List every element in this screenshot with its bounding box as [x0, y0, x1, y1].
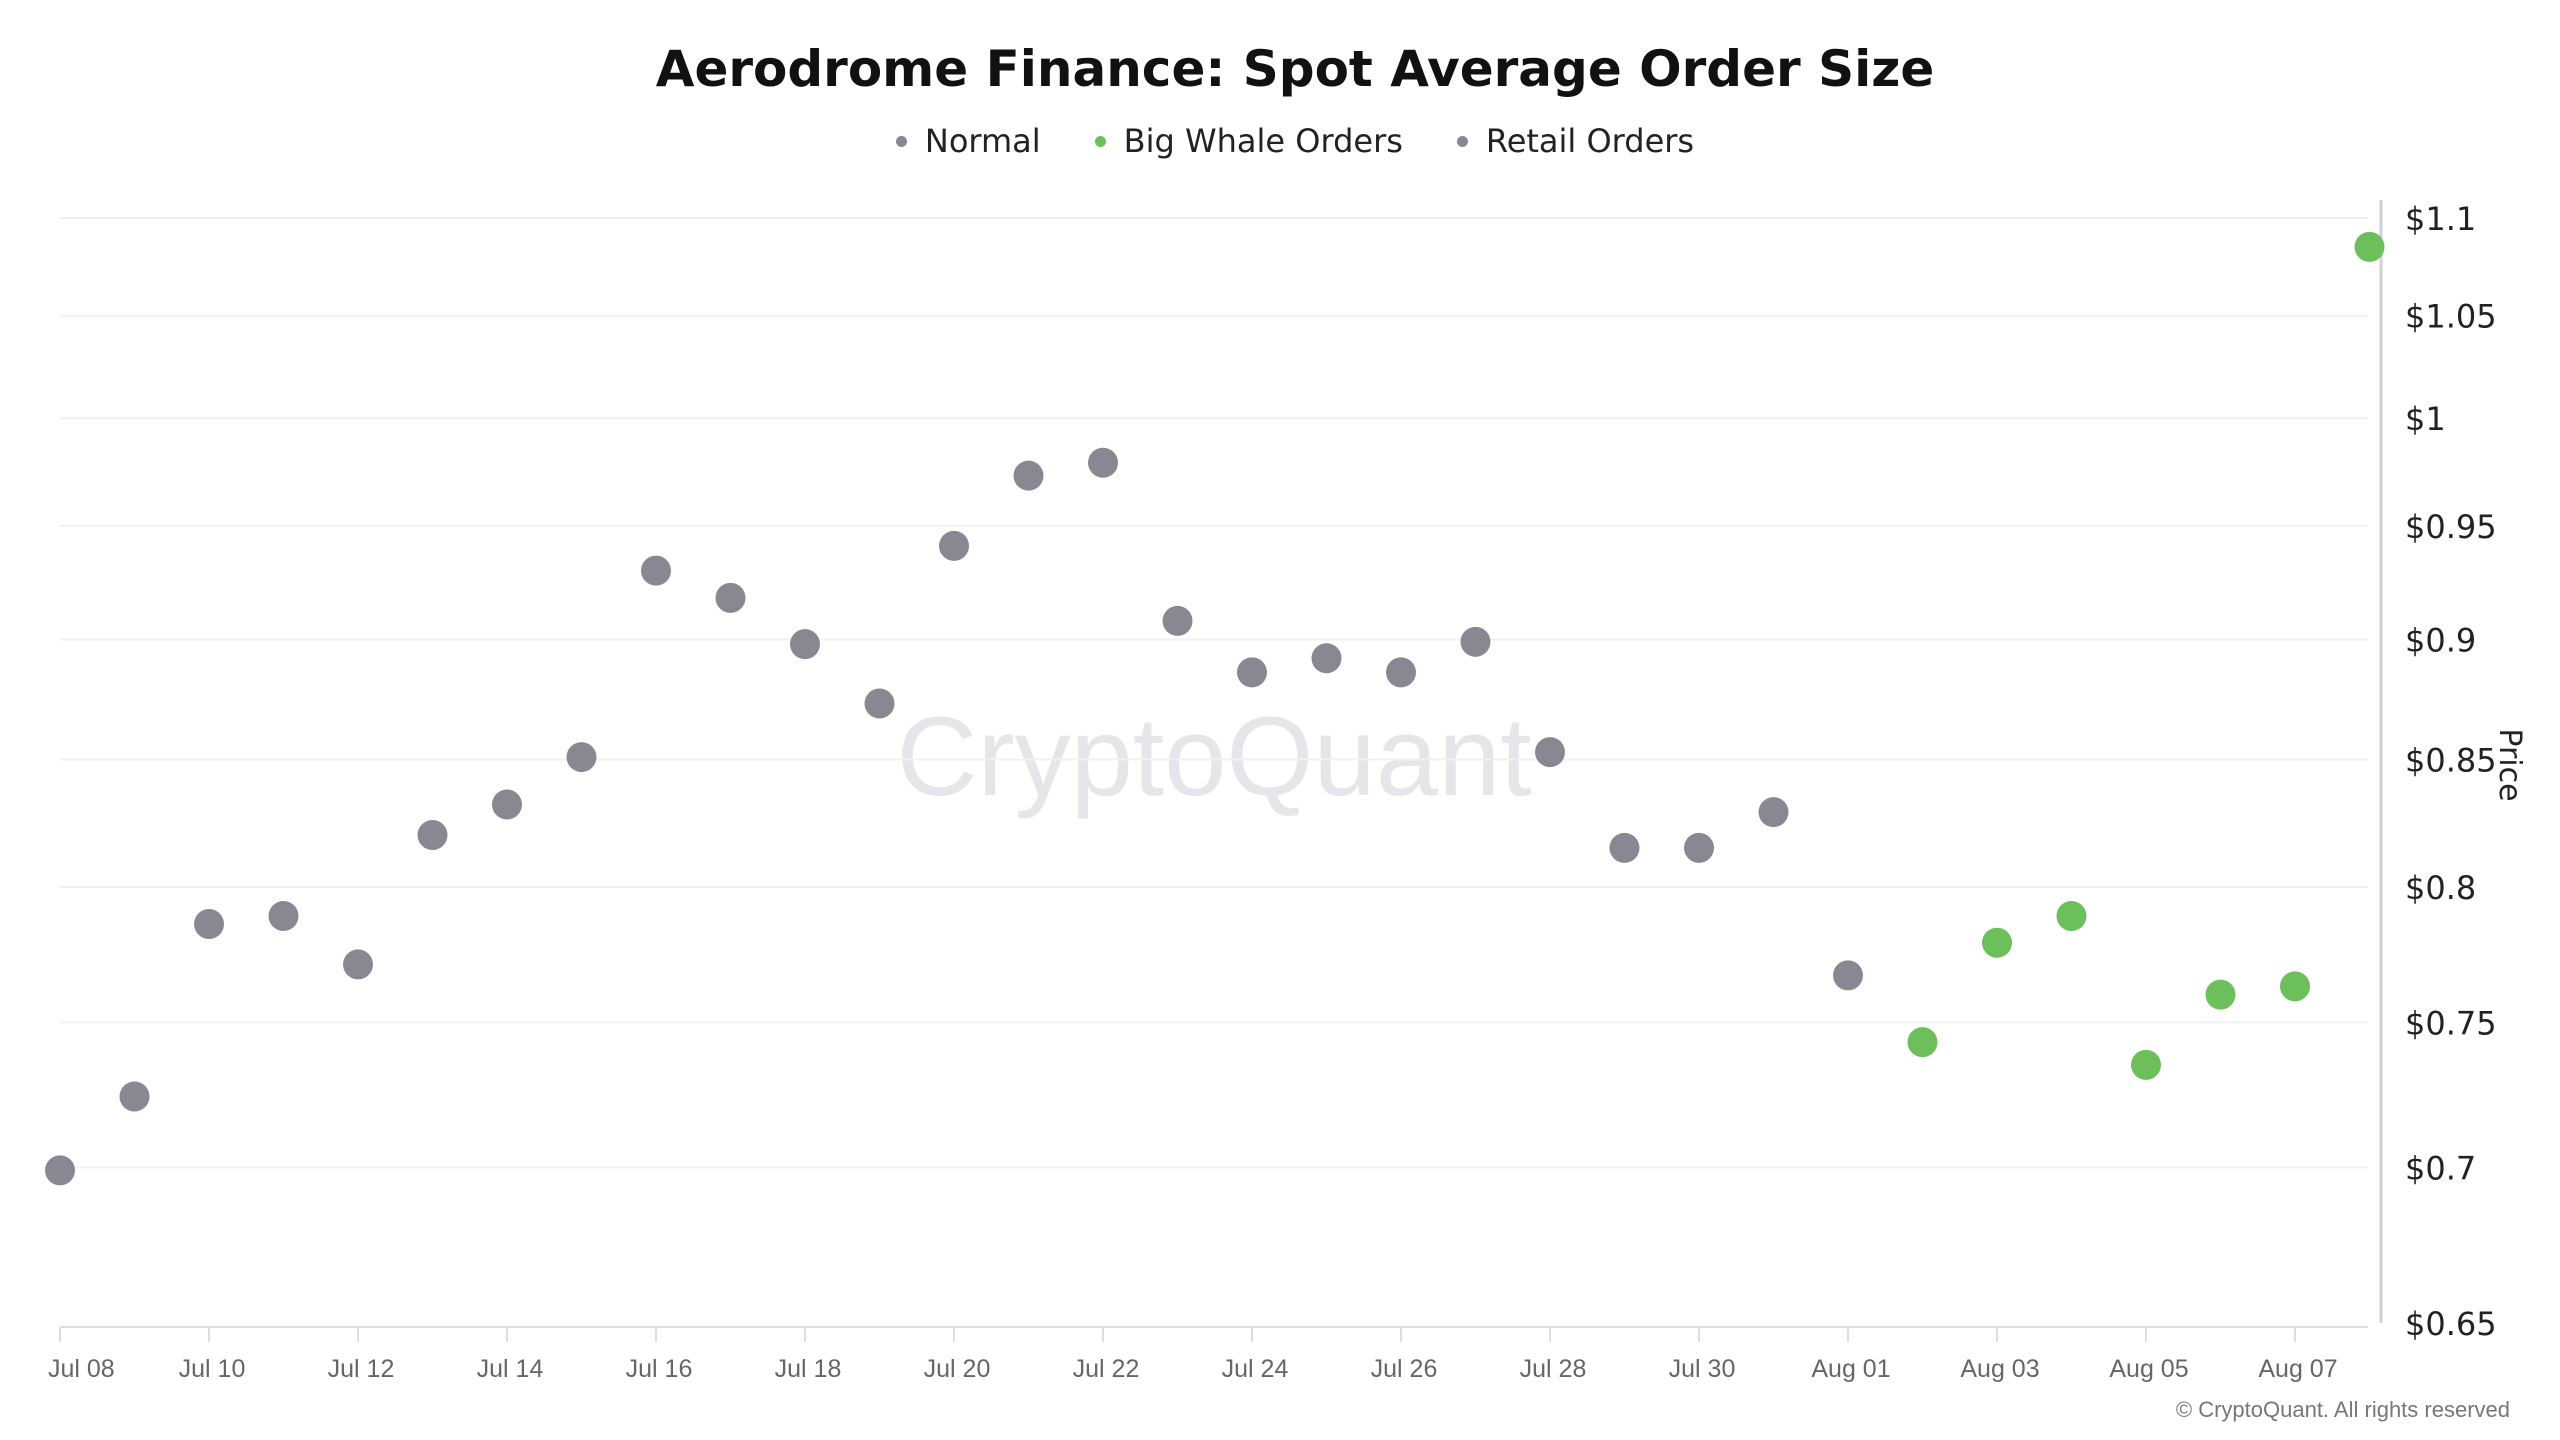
x-tick-label: Aug 03	[1960, 1355, 2039, 1383]
data-point[interactable]	[1386, 657, 1416, 688]
data-point[interactable]	[45, 1155, 75, 1186]
x-tick-label: Jul 16	[626, 1355, 693, 1383]
data-point[interactable]	[194, 908, 224, 939]
legend-label: Retail Orders	[1485, 122, 1695, 160]
y-tick-label: $0.8	[2405, 869, 2476, 907]
x-tick-label: Jul 22	[1073, 1355, 1140, 1383]
data-point[interactable]	[2280, 971, 2310, 1002]
data-point[interactable]	[343, 949, 373, 980]
data-point[interactable]	[417, 820, 448, 851]
data-point[interactable]	[1907, 1027, 1938, 1058]
x-tick-label: Jul 08	[48, 1355, 115, 1383]
data-point[interactable]	[1982, 927, 2012, 958]
x-tick-label: Aug 07	[2258, 1355, 2337, 1383]
x-tick-label: Jul 26	[1371, 1355, 1438, 1383]
legend-dot-icon	[895, 135, 907, 147]
y-axis-label: Price	[2492, 728, 2527, 801]
y-tick-label: $1.1	[2405, 200, 2476, 238]
legend-item-big-whale-orders[interactable]: Big Whale Orders	[1094, 122, 1403, 160]
copyright: © CryptoQuant. All rights reserved	[2175, 1397, 2510, 1422]
x-tick-label: Aug 05	[2109, 1355, 2188, 1383]
data-point[interactable]	[1833, 960, 1863, 991]
legend: Normal Big Whale Orders Retail Orders	[0, 122, 2560, 160]
y-tick-label: $0.85	[2405, 742, 2497, 780]
legend-item-normal[interactable]: Normal	[895, 122, 1041, 160]
y-tick-label: $0.95	[2405, 508, 2497, 546]
y-tick-label: $1.05	[2405, 298, 2497, 336]
x-tick-label: Jul 30	[1669, 1355, 1736, 1383]
y-tick-label: $0.7	[2405, 1149, 2476, 1187]
data-point[interactable]	[939, 530, 969, 561]
data-point[interactable]	[864, 688, 895, 719]
y-tick-label: $1	[2405, 400, 2446, 438]
data-point[interactable]	[1013, 460, 1044, 491]
data-point[interactable]	[2056, 900, 2087, 931]
data-point[interactable]	[566, 742, 597, 773]
data-point[interactable]	[2205, 979, 2236, 1010]
data-point[interactable]	[1311, 643, 1342, 674]
data-point[interactable]	[790, 629, 820, 660]
data-point[interactable]	[1162, 605, 1193, 636]
legend-dot-icon	[1094, 135, 1106, 147]
data-point[interactable]	[1460, 626, 1491, 657]
y-tick-label: $0.75	[2405, 1004, 2497, 1042]
y-tick-label: $0.65	[2405, 1305, 2497, 1343]
data-point[interactable]	[1758, 797, 1789, 828]
data-point[interactable]	[641, 555, 671, 586]
x-tick-label: Jul 12	[328, 1355, 395, 1383]
x-tick-label: Jul 10	[179, 1355, 246, 1383]
legend-label: Big Whale Orders	[1123, 122, 1403, 160]
x-tick-label: Aug 01	[1811, 1355, 1890, 1383]
x-tick-label: Jul 20	[924, 1355, 991, 1383]
legend-label: Normal	[924, 122, 1041, 160]
x-tick-label: Jul 24	[1222, 1355, 1289, 1383]
watermark: CryptoQuant	[897, 694, 1532, 819]
chart-title: Aerodrome Finance: Spot Average Order Si…	[655, 40, 1935, 98]
data-point[interactable]	[2131, 1049, 2161, 1080]
data-point[interactable]	[1088, 447, 1118, 478]
x-tick-label: Jul 28	[1520, 1355, 1587, 1383]
data-point[interactable]	[715, 582, 746, 613]
y-tick-label: $0.9	[2405, 621, 2476, 659]
legend-dot-icon	[1456, 135, 1468, 147]
legend-item-retail-orders[interactable]: Retail Orders	[1456, 122, 1695, 160]
data-point[interactable]	[1237, 657, 1267, 688]
data-point[interactable]	[1684, 832, 1714, 863]
data-point[interactable]	[119, 1081, 150, 1112]
data-point[interactable]	[268, 900, 299, 931]
x-tick-label: Jul 14	[477, 1355, 544, 1383]
data-point[interactable]	[1535, 737, 1565, 768]
data-point[interactable]	[492, 789, 522, 820]
data-point[interactable]	[2354, 231, 2385, 262]
data-point[interactable]	[1609, 832, 1640, 863]
x-tick-label: Jul 18	[775, 1355, 842, 1383]
